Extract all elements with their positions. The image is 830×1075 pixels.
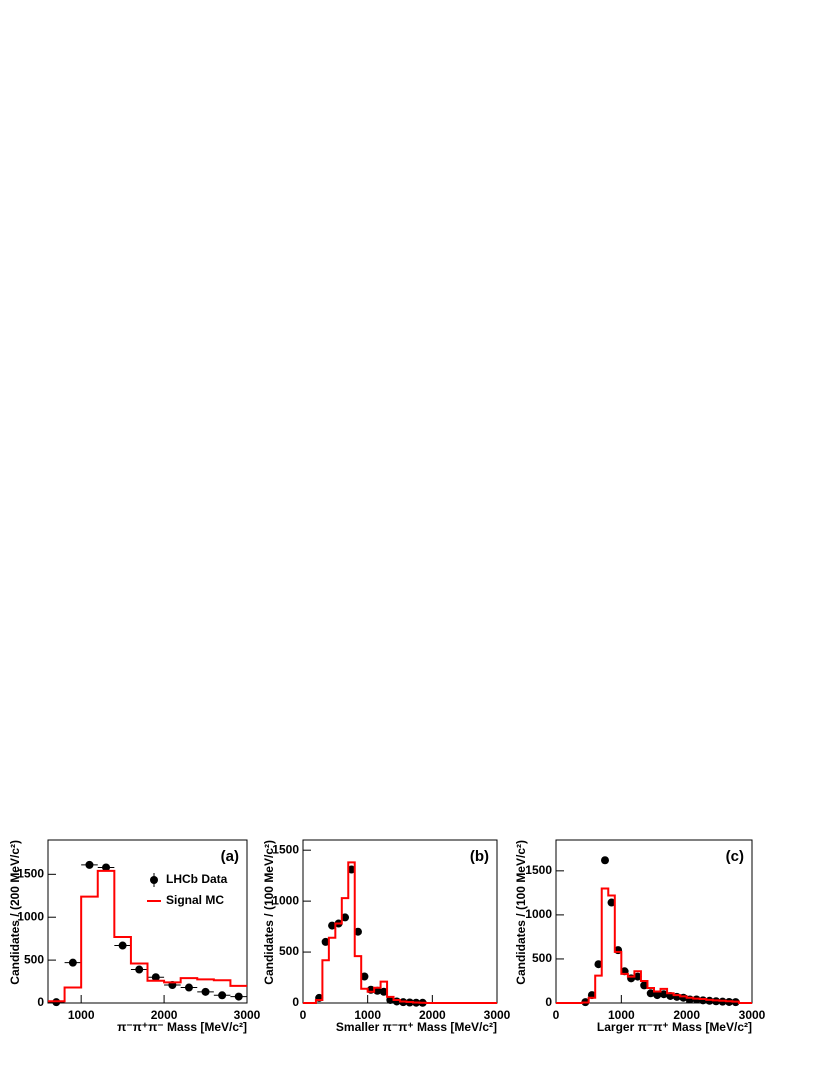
legend-label: LHCb Data [166,872,228,886]
mc-histogram [303,861,497,1004]
x-tick-label: 0 [553,1008,560,1022]
x-tick-label: 0 [300,1008,307,1022]
plot-frame [47,839,248,1004]
data-point [118,941,127,950]
mc-histogram [556,887,752,1004]
data-point [321,937,330,946]
data-point [601,856,609,865]
legend-marker [150,876,158,884]
data-point [594,960,603,969]
plot-frame [555,839,753,1004]
y-tick-label: 1000 [272,893,299,907]
data-point [386,995,395,1004]
panel-label: (c) [726,848,744,865]
legend-label: Signal MC [166,893,224,907]
x-tick-label: 1000 [608,1008,635,1022]
y-tick-label: 1500 [525,863,552,877]
mc-bin [81,897,98,1003]
panel-label: (a) [221,848,239,865]
x-tick-label: 3000 [739,1008,766,1022]
y-axis-label: Candidates / (100 MeV/c²) [514,840,528,985]
x-tick-label: 1000 [354,1008,381,1022]
y-tick-label: 0 [292,995,299,1009]
y-axis-label: Candidates / (200 MeV/c²) [8,840,22,985]
data-point [353,927,362,936]
data-point [646,989,655,998]
data-point [379,987,388,996]
data-point [184,983,193,992]
x-tick-label: 2000 [419,1008,446,1022]
data-point [218,991,227,1000]
data-point [85,860,94,869]
x-axis-label: Larger π⁻π⁺ Mass [MeV/c²] [597,1020,752,1034]
x-tick-label: 3000 [234,1008,261,1022]
data-point [151,973,160,982]
data-point [135,965,144,974]
y-tick-label: 500 [24,952,44,966]
mc-bin [65,988,82,1003]
y-tick-label: 500 [279,944,299,958]
data-point [347,865,356,874]
mc-bin [148,981,165,1003]
data-point [328,921,337,930]
data-point [360,972,369,981]
data-point [607,898,616,907]
data-point [373,986,382,995]
y-tick-label: 0 [545,995,552,1009]
y-tick-label: 0 [37,995,44,1009]
y-axis-label: Candidates / (100 MeV/c²) [262,840,276,985]
y-tick-label: 500 [532,951,552,965]
mc-histogram [48,869,247,1003]
panel-label: (b) [470,848,489,865]
data-point [102,863,111,872]
y-tick-label: 1500 [17,866,44,880]
y-tick-label: 1500 [272,842,299,856]
mc-bin [621,974,628,1003]
x-axis-label: π⁻π⁺π⁻ Mass [MeV/c²] [117,1020,247,1034]
mc-bin [98,871,115,1003]
data-point [234,992,243,1001]
plot-frame [302,839,498,1004]
x-tick-label: 2000 [673,1008,700,1022]
x-axis-label: Smaller π⁻π⁺ Mass [MeV/c²] [336,1020,497,1034]
data-point [68,958,77,967]
x-tick-label: 1000 [68,1008,95,1022]
data-point [659,990,668,999]
data-point [653,991,662,1000]
x-tick-label: 3000 [484,1008,511,1022]
data-point [633,972,642,981]
x-tick-label: 2000 [151,1008,178,1022]
y-tick-label: 1000 [525,907,552,921]
y-tick-label: 1000 [17,909,44,923]
data-point [201,987,210,996]
data-point [640,981,649,990]
data-point [341,913,350,922]
